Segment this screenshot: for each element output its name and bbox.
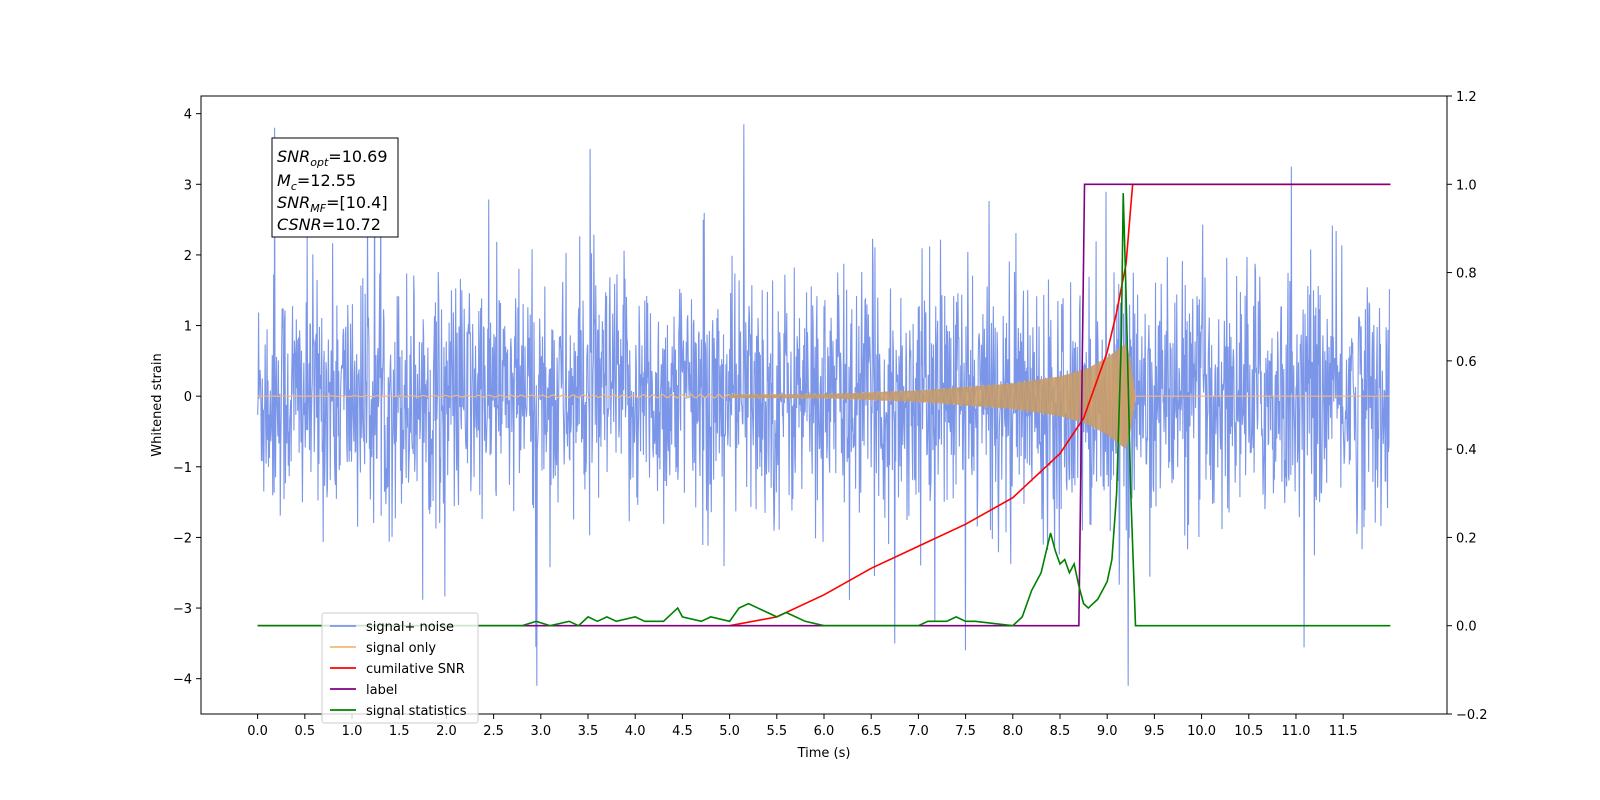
x-tick-label: 1.5 [389,724,410,739]
x-tick-label: 0.5 [294,724,315,739]
y-left-tick-label: 1 [184,320,192,335]
annotation-box: SNRopt=10.69 Mc=12.55 SNRMF=[10.4] CSNR=… [271,137,399,238]
x-tick-label: 7.5 [955,724,976,739]
annotation-csnr: CSNR=10.72 [277,215,381,234]
annotation-frame [271,137,399,238]
legend-entry-label: label [330,683,397,698]
y-right-tick-label: 0.8 [1456,267,1477,282]
legend-entry-signal-only: signal only [330,641,436,656]
series-envelope-signal-only [729,343,1136,449]
annotation-snr-opt: SNRopt=10.69 [277,147,388,169]
y-axis-left: 4 3 2 1 0 −1 −2 −3 −4 [173,108,201,688]
x-tick-label: 1.0 [342,724,363,739]
x-tick-label: 9.5 [1144,724,1165,739]
annotation-chirp-mass: Mc=12.55 [277,171,356,193]
y-left-tick-label: 4 [184,108,192,123]
x-tick-label: 4.5 [672,724,693,739]
y-right-tick-label: 0.2 [1456,531,1477,546]
x-tick-label: 2.5 [483,724,504,739]
x-tick-label: 3.5 [578,724,599,739]
series-line-signal-noise [257,124,1390,686]
legend-label: signal statistics [366,704,467,719]
y-axis-label-left: Whitened strain [150,353,165,456]
x-tick-label: 5.5 [766,724,787,739]
series-line-signal-statistics [257,193,1391,627]
legend-entry-cumilative-snr: cumilative SNR [330,662,465,677]
x-tick-label: 4.0 [625,724,646,739]
x-axis-label: Time (s) [797,746,851,761]
y-left-tick-label: 2 [184,249,192,264]
legend-label: signal+ noise [366,620,454,635]
x-tick-label: 10.0 [1187,724,1216,739]
series-line-cumilative-snr [729,183,1391,627]
legend: signal+ noise signal only cumilative SNR la… [321,612,479,724]
legend-entry-signal-statistics: signal statistics [330,704,467,719]
x-tick-label: 11.5 [1329,724,1358,739]
x-axis: 0.0 0.5 1.0 1.5 2.0 2.5 3.0 3.5 4.0 4.5 5.0 5.5 6.0 6… [247,714,1358,739]
series-line-label [257,183,1391,627]
annotation-snr-mf: SNRMF=[10.4] [277,193,388,215]
x-tick-label: 0.0 [247,724,268,739]
legend-label: cumilative SNR [366,662,465,677]
legend-frame [321,612,479,724]
y-right-tick-label: 0.6 [1456,355,1477,370]
x-tick-label: 10.5 [1234,724,1263,739]
y-right-tick-label: 1.0 [1456,178,1477,193]
y-right-tick-label: 0.0 [1456,620,1477,635]
x-tick-label: 9.0 [1097,724,1118,739]
x-tick-label: 7.0 [908,724,929,739]
y-left-tick-label: −1 [173,461,192,476]
x-tick-label: 8.5 [1050,724,1071,739]
y-left-tick-label: −2 [173,531,192,546]
x-tick-label: 2.0 [436,724,457,739]
y-left-tick-label: −4 [173,673,192,688]
legend-label: label [366,683,397,698]
legend-label: signal only [366,641,436,656]
x-tick-label: 6.0 [814,724,835,739]
y-right-tick-label: −0.2 [1456,708,1488,723]
x-tick-label: 11.0 [1281,724,1310,739]
x-tick-label: 3.0 [530,724,551,739]
series-layer [257,124,1391,686]
y-left-tick-label: 0 [184,390,192,405]
y-axis-right: 1.2 1.0 0.8 0.6 0.4 0.2 0.0 −0.2 [1447,90,1488,723]
y-right-tick-label: 1.2 [1456,90,1477,105]
y-left-tick-label: 3 [184,178,192,193]
y-right-tick-label: 0.4 [1456,443,1477,458]
x-tick-label: 6.5 [861,724,882,739]
y-left-tick-label: −3 [173,602,192,617]
x-tick-label: 5.0 [719,724,740,739]
legend-entry-signal-noise: signal+ noise [330,620,454,635]
x-tick-label: 8.0 [1002,724,1023,739]
